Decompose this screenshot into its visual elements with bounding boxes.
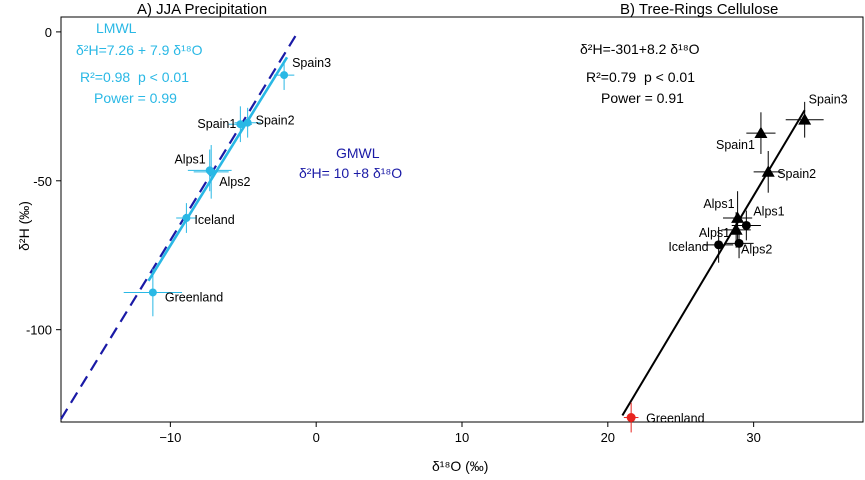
y-tick-label: -100	[26, 323, 52, 338]
lmwl-r2: R²=0.98 p < 0.01	[80, 70, 189, 84]
gmwl-equation: δ²H= 10 +8 δ¹⁸O	[299, 165, 403, 181]
lmwl-p-value: p < 0.01	[137, 69, 189, 85]
tree-power: Power = 0.91	[601, 90, 684, 106]
tree-r2-value: R²=0.79	[586, 69, 637, 85]
lmwl-equation: δ²H=7.26 + 7.9 δ¹⁸O	[76, 42, 203, 58]
lmwl-power: Power = 0.99	[94, 90, 177, 106]
x-tick-label: 20	[601, 430, 615, 445]
precip-point-greenland-marker	[148, 288, 157, 297]
tree-label-iceland: Iceland	[668, 240, 708, 254]
x-tick-label: 0	[313, 430, 320, 445]
precip-point-iceland-marker	[182, 214, 191, 223]
y-tick-label: -50	[33, 174, 52, 189]
panel-b-title: B) Tree-Rings Cellulose	[620, 1, 779, 18]
panel-a-title: A) JJA Precipitation	[137, 1, 268, 18]
precip-point-alps2-marker	[207, 167, 216, 176]
lmwl-r2-value: R²=0.98	[80, 69, 131, 85]
point-labels: Spain3 Spain1 Spain2 Alps1 Alps2 Iceland Green…	[165, 56, 848, 425]
tree-point-iceland-marker	[714, 240, 724, 250]
precip-label-iceland: Iceland	[194, 213, 234, 227]
tree-label-spain3: Spain3	[809, 93, 848, 107]
x-tick-label: 10	[455, 430, 469, 445]
tree-point-alps2-marker	[734, 238, 744, 248]
lmwl-line	[147, 56, 289, 282]
x-tick-label: 30	[746, 430, 760, 445]
precip-point-spain1-marker	[236, 120, 245, 129]
x-tick-label: −10	[159, 430, 181, 445]
tree-p-value: p < 0.01	[643, 69, 695, 85]
axis-ticks: −10 0 10 20 30 0 -50 -100	[26, 25, 761, 445]
tree-point-spain2-marker	[761, 165, 775, 177]
tree-equation: δ²H=-301+8.2 δ¹⁸O	[580, 41, 700, 57]
lmwl-label: LMWL	[96, 20, 137, 36]
precip-point-spain3-marker	[280, 71, 289, 80]
tree-label-spain2: Spain2	[777, 167, 816, 181]
precip-label-greenland: Greenland	[165, 290, 223, 304]
tree-label-alps1: Alps1	[699, 226, 730, 240]
tree-label-alps1: Alps1	[753, 204, 784, 218]
tree-label-alps1: Alps1	[703, 197, 734, 211]
tree-point-spain1-marker	[754, 126, 768, 139]
gmwl-label: GMWL	[336, 145, 380, 161]
tree-label-alps2: Alps2	[741, 242, 772, 256]
y-axis-title: δ²H (‰)	[16, 201, 32, 251]
tree-r2: R²=0.79 p < 0.01	[586, 70, 695, 84]
precip-label-spain1: Spain1	[197, 117, 236, 131]
tree-point-alps1-marker	[731, 211, 745, 223]
tree-point-greenland-marker	[626, 413, 636, 423]
precip-label-spain3: Spain3	[292, 56, 331, 70]
precip-label-spain2: Spain2	[256, 114, 295, 128]
tree-label-greenland: Greenland	[646, 412, 704, 426]
precip-label-alps2: Alps2	[219, 175, 250, 189]
tree-regression-line	[621, 109, 806, 416]
tree-point-alps1-marker	[741, 220, 751, 230]
precip-point-spain2-marker	[243, 118, 252, 127]
y-tick-label: 0	[45, 25, 52, 40]
tree-point-spain3-marker	[798, 113, 812, 125]
data-points	[123, 60, 824, 433]
precip-label-alps1: Alps1	[174, 152, 205, 166]
regression-lines	[60, 32, 806, 420]
x-axis-title: δ¹⁸O (‰)	[432, 458, 489, 474]
tree-label-spain1: Spain1	[716, 138, 755, 152]
